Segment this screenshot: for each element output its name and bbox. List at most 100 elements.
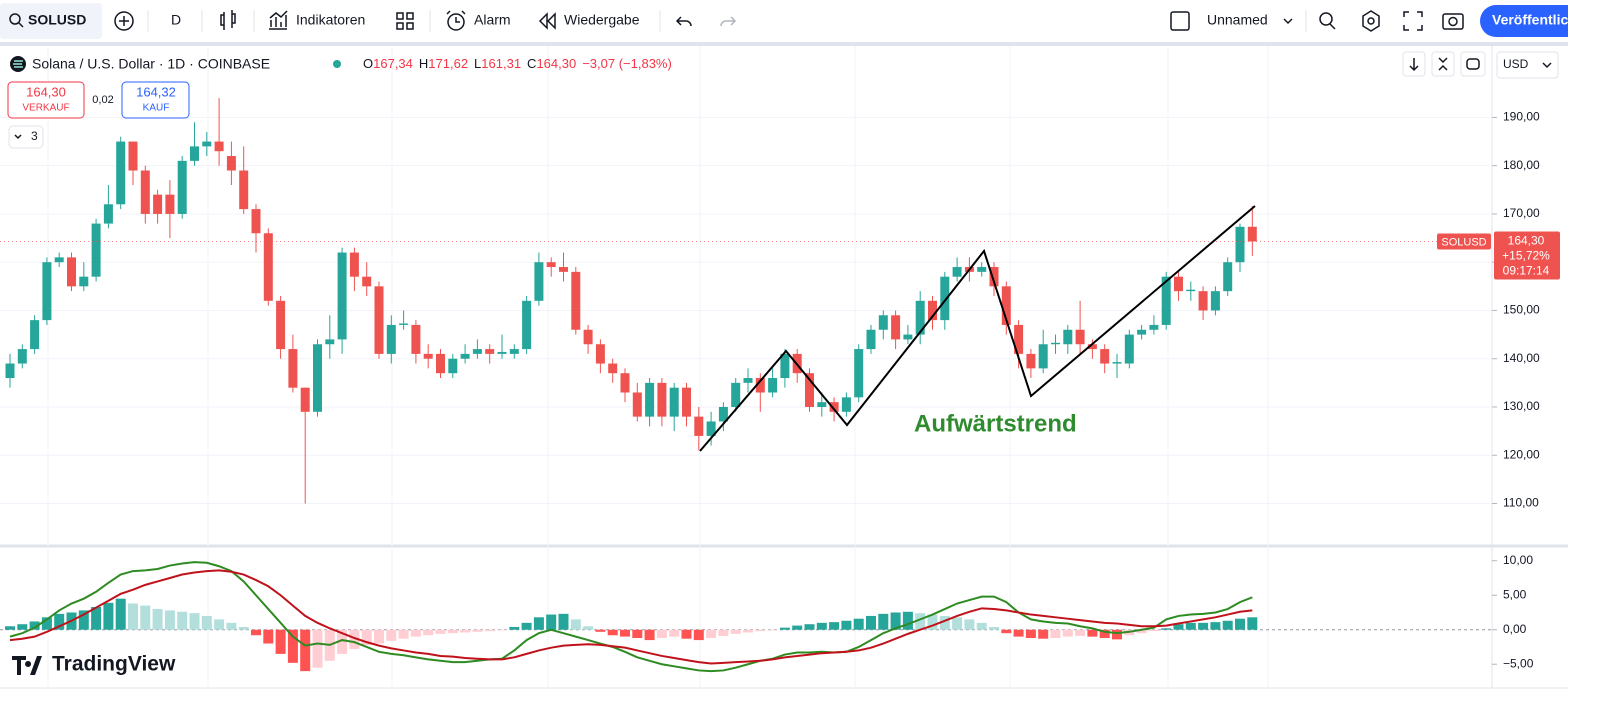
histogram-bar <box>1235 618 1245 630</box>
histogram-bar <box>927 614 938 630</box>
histogram-bar <box>287 629 298 663</box>
publish[interactable]: Veröffentlichen <box>1492 12 1593 28</box>
indicators-toggle[interactable] <box>8 125 44 149</box>
add-icon[interactable] <box>114 11 134 31</box>
candle-body <box>1174 276 1183 292</box>
candle-body <box>706 421 716 436</box>
candle-body <box>17 349 27 364</box>
histogram-bar <box>435 629 446 634</box>
macd-line <box>9 569 1253 665</box>
pane-button-icon <box>1466 58 1480 70</box>
candle-body <box>829 402 839 412</box>
candle-body <box>1063 329 1073 345</box>
candle-body <box>928 300 937 321</box>
histogram-bar <box>1148 629 1159 632</box>
symbol: SOLUSD <box>28 12 86 28</box>
settings-icon[interactable] <box>1362 10 1380 32</box>
histogram-bar <box>952 617 963 630</box>
candle-body <box>1198 291 1208 311</box>
candle-body <box>682 387 691 417</box>
search-icon <box>18 22 24 28</box>
histogram-bar <box>570 619 581 630</box>
histogram-bar <box>1198 622 1209 630</box>
histogram-bar <box>226 622 237 630</box>
chevron[interactable] <box>1283 18 1293 25</box>
histogram-bar <box>533 617 544 630</box>
replay-icon[interactable] <box>538 12 556 30</box>
y-tick-label: 130,00 <box>1503 399 1540 413</box>
layout-name[interactable]: Unnamed <box>1207 12 1268 28</box>
fullscreen-icon[interactable] <box>1403 11 1423 31</box>
sell-button[interactable] <box>7 81 85 119</box>
histogram-bar <box>1087 629 1098 637</box>
ohlc-change: −3,07 (−1,83%) <box>582 56 672 71</box>
pane-button[interactable] <box>1431 51 1455 77</box>
currency-select[interactable] <box>1496 51 1559 79</box>
histogram-bar <box>374 629 384 644</box>
candle-body <box>903 334 913 340</box>
histogram-bar <box>275 629 286 654</box>
histogram-bar <box>386 629 397 641</box>
histogram-bar <box>1025 629 1036 639</box>
quick-search-icon[interactable] <box>1319 12 1333 26</box>
histogram-bar <box>730 629 741 634</box>
candle-body <box>583 329 593 345</box>
candle-body <box>337 252 347 340</box>
candle-body <box>608 363 618 374</box>
candle-body <box>1112 362 1122 364</box>
annotation[interactable]: Aufwärtstrend <box>914 410 1077 437</box>
histogram-bar <box>656 629 667 639</box>
snapshot-icon[interactable] <box>1442 13 1464 30</box>
pane-button[interactable] <box>1460 51 1486 77</box>
brand: TradingView <box>12 653 176 676</box>
candle-body <box>1210 291 1220 311</box>
candle-body <box>362 276 372 287</box>
histogram-bar <box>1112 629 1122 640</box>
ohlc-value: 164,30 <box>536 56 576 71</box>
candle-body <box>1149 324 1159 330</box>
candle-body <box>1124 334 1134 364</box>
histogram-bar <box>447 629 458 634</box>
histogram-bar <box>743 629 753 633</box>
histogram-bar <box>29 621 40 630</box>
candle-body <box>1137 329 1147 335</box>
histogram-bar <box>1050 629 1061 639</box>
candle-body <box>411 324 421 354</box>
histogram-bar <box>398 629 409 639</box>
layouts-icon[interactable] <box>396 12 414 30</box>
toolbar: SOLUSD D Indikatoren Alarm Wiedergabe Un… <box>0 0 1593 46</box>
plot: 110,00120,00130,00140,00150,00160,00170,… <box>0 98 1560 673</box>
candle-body <box>645 382 655 417</box>
trend-drawing[interactable] <box>699 205 1256 452</box>
candle-body <box>436 353 445 374</box>
undo-icon[interactable] <box>675 16 692 27</box>
candle-body <box>1051 342 1060 345</box>
buy-button[interactable] <box>121 81 190 119</box>
histogram-bar <box>1075 629 1086 636</box>
indicators[interactable]: Indikatoren <box>296 12 365 28</box>
alarm[interactable]: Alarm <box>474 12 511 28</box>
publish-button[interactable] <box>1480 5 1590 37</box>
histogram-bar <box>620 629 630 637</box>
layout-icon[interactable] <box>1170 11 1190 31</box>
interval[interactable]: D <box>171 12 181 28</box>
candle-body <box>460 353 470 359</box>
candle-body <box>891 315 901 340</box>
replay[interactable]: Wiedergabe <box>564 12 640 28</box>
redo-icon[interactable] <box>720 16 737 27</box>
histogram-bar <box>312 629 323 668</box>
y-tick-label: −5,00 <box>1503 656 1534 670</box>
candles-icon[interactable] <box>220 10 236 30</box>
histogram-bar <box>964 619 975 630</box>
buy-label: KAUF <box>143 103 170 114</box>
indicators-icon[interactable] <box>269 10 288 30</box>
candle-body <box>571 271 581 330</box>
legend: Solana / U.S. Dollar · 1D · COINBASE O16… <box>7 56 672 149</box>
alarm-icon[interactable] <box>447 13 465 31</box>
histogram-bar <box>472 629 483 632</box>
symbol-button[interactable] <box>0 3 102 39</box>
histogram-bar <box>1210 622 1221 630</box>
candle-body <box>1186 289 1196 292</box>
histogram-bar <box>915 613 926 630</box>
histogram-bar <box>1013 629 1024 637</box>
